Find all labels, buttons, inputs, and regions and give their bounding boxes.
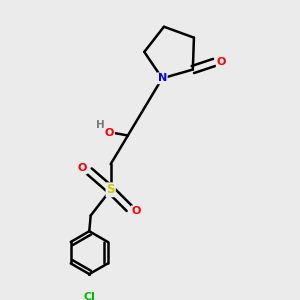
Text: S: S — [106, 183, 115, 196]
Text: H: H — [96, 121, 105, 130]
Text: O: O — [217, 57, 226, 68]
Text: N: N — [158, 73, 167, 83]
Text: O: O — [105, 128, 114, 138]
Text: O: O — [132, 206, 141, 216]
Text: Cl: Cl — [83, 292, 95, 300]
Text: O: O — [77, 164, 87, 173]
